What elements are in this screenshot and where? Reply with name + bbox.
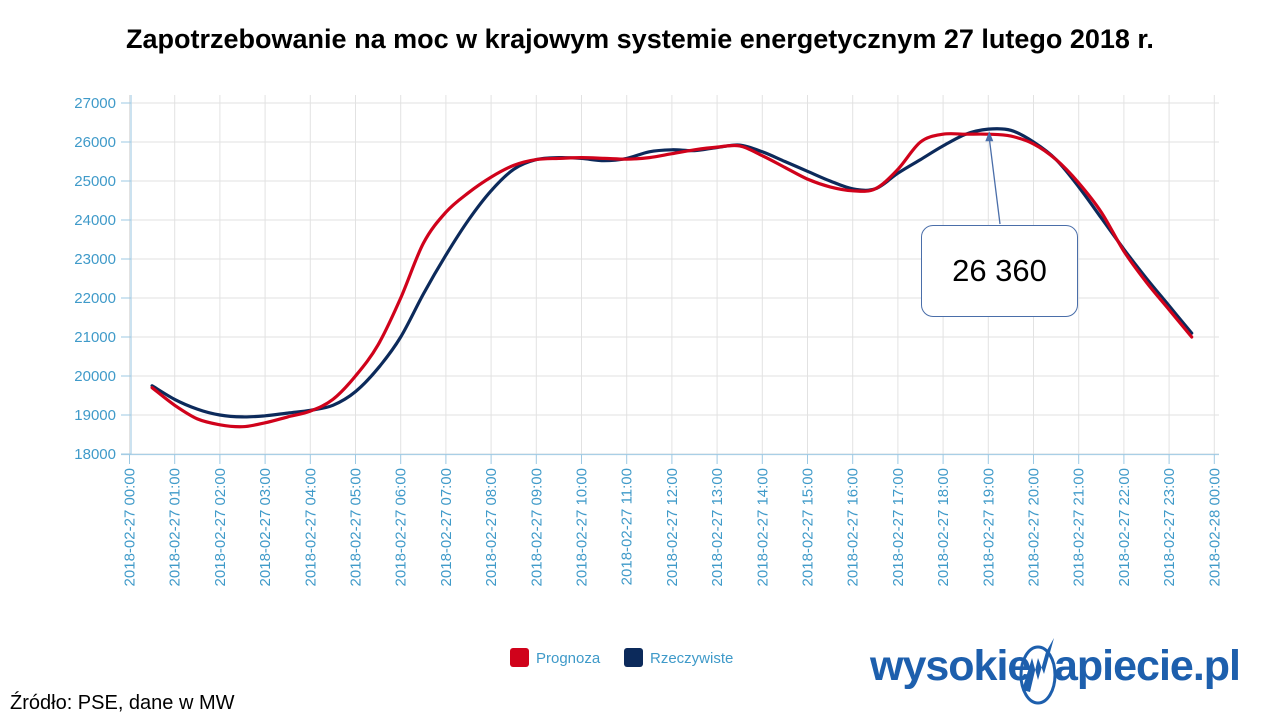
x-tick-label: 2018-02-27 04:00 — [302, 468, 319, 586]
series-lines — [150, 127, 1194, 429]
annotation-arrowhead — [985, 131, 994, 142]
lightning-n-icon — [1019, 638, 1057, 705]
x-tick-label: 2018-02-28 00:00 — [1206, 468, 1223, 586]
x-tick-label: 2018-02-27 02:00 — [212, 468, 229, 586]
x-tick-label: 2018-02-27 03:00 — [257, 468, 274, 586]
y-tick-label: 23000 — [74, 251, 116, 268]
x-tick-label: 2018-02-27 20:00 — [1026, 468, 1043, 586]
source-note: Źródło: PSE, dane w MW — [10, 692, 235, 714]
x-tick-label: 2018-02-27 16:00 — [845, 468, 862, 586]
y-tick-label: 25000 — [74, 173, 116, 190]
x-axis-ticks: 2018-02-27 00:00 2018-02-27 01:00 2018-02-… — [122, 454, 1223, 586]
annotation-label: 26 360 — [921, 225, 1078, 317]
x-tick-label: 2018-02-27 06:00 — [393, 468, 410, 586]
brand-text-left: wysokie — [870, 642, 1031, 690]
x-tick-label: 2018-02-27 22:00 — [1116, 468, 1133, 586]
axes — [121, 95, 1219, 456]
y-tick-label: 22000 — [74, 290, 116, 307]
x-tick-label: 2018-02-27 09:00 — [528, 468, 545, 586]
legend-swatch — [624, 648, 643, 667]
x-tick-label: 2018-02-27 01:00 — [167, 468, 184, 586]
x-tick-label: 2018-02-27 00:00 — [122, 468, 139, 586]
legend-swatch — [510, 648, 529, 667]
x-tick-label: 2018-02-27 11:00 — [619, 468, 636, 585]
legend-item-prognoza[interactable]: Prognoza — [510, 648, 601, 667]
x-tick-label: 2018-02-27 15:00 — [800, 468, 817, 586]
series-line-prognoza — [150, 132, 1194, 429]
annotation-line — [988, 138, 1001, 225]
y-tick-label: 21000 — [74, 329, 116, 346]
x-tick-label: 2018-02-27 13:00 — [709, 468, 726, 586]
x-tick-label: 2018-02-27 18:00 — [935, 468, 952, 586]
x-tick-label: 2018-02-27 08:00 — [483, 468, 500, 586]
y-tick-label: 19000 — [74, 407, 116, 424]
x-tick-label: 2018-02-27 12:00 — [664, 468, 681, 586]
y-tick-label: 24000 — [74, 212, 116, 229]
x-tick-label: 2018-02-27 17:00 — [890, 468, 907, 586]
y-tick-label: 27000 — [74, 95, 116, 112]
annotation-arrow — [985, 131, 1001, 225]
brand-logo[interactable]: wysokie apiecie.pl — [870, 628, 1270, 718]
legend-label: Rzeczywiste — [650, 650, 733, 667]
legend[interactable]: Prognoza Rzeczywiste — [510, 648, 733, 667]
x-tick-label: 2018-02-27 07:00 — [438, 468, 455, 586]
x-tick-label: 2018-02-27 14:00 — [754, 468, 771, 586]
brand-text-right: apiecie.pl — [1054, 642, 1241, 690]
legend-item-rzeczywiste[interactable]: Rzeczywiste — [624, 648, 733, 667]
y-tick-label: 26000 — [74, 134, 116, 151]
y-tick-label: 18000 — [74, 446, 116, 463]
y-axis-ticks: 27000 26000 25000 24000 23000 22000 21000 20000… — [74, 95, 131, 463]
x-tick-label: 2018-02-27 10:00 — [574, 468, 591, 586]
x-tick-label: 2018-02-27 19:00 — [980, 468, 997, 586]
chart-title: Zapotrzebowanie na moc w krajowym system… — [126, 24, 1154, 54]
x-tick-label: 2018-02-27 21:00 — [1071, 468, 1088, 586]
x-tick-label: 2018-02-27 23:00 — [1161, 468, 1178, 586]
series-line-rzeczywiste — [150, 127, 1194, 419]
y-tick-label: 20000 — [74, 368, 116, 385]
legend-label: Prognoza — [536, 650, 601, 667]
x-tick-label: 2018-02-27 05:00 — [348, 468, 365, 586]
